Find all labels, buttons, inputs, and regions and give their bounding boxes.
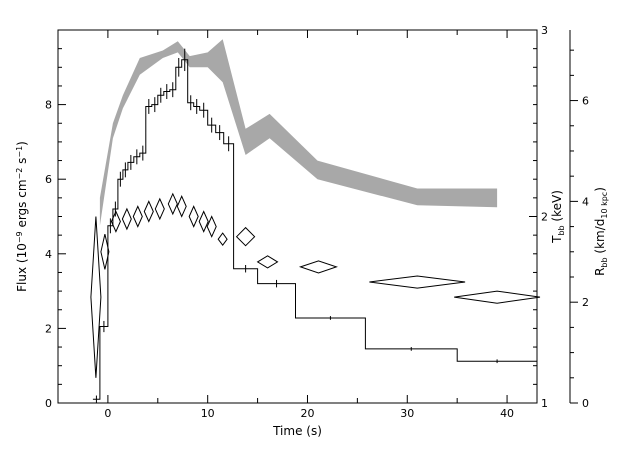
radius-diamond (198, 210, 209, 233)
x-tick-label: 20 (300, 407, 314, 420)
y-right2-tick-label: 2 (582, 296, 589, 309)
radius-diamond (454, 290, 541, 304)
temperature-band (99, 39, 498, 226)
flux-label-text-3: s (15, 158, 29, 168)
y-left-tick-label: 6 (45, 173, 52, 186)
flux-label-text: Flux (10 (15, 243, 29, 292)
tbb-label-T: T (550, 235, 564, 244)
flux-step-line (92, 59, 537, 400)
temperature-band-layer (99, 39, 498, 226)
y-axis-label-radius: Rbb (km/d10 kpc) (593, 187, 609, 276)
y-right1-tick-label: 3 (541, 24, 548, 37)
radius-diamond (235, 226, 256, 247)
flux-label-exp-2: −2 (15, 168, 24, 180)
tbb-label-sub: bb (557, 225, 566, 235)
x-tick-label: 10 (201, 407, 215, 420)
radius-diamond (176, 195, 187, 218)
radius-diamond (167, 192, 178, 216)
rbb-label-sub: bb (600, 257, 609, 267)
radius-diamond (256, 255, 279, 269)
radius-diamond (121, 207, 132, 231)
y-right1-tick-label: 1 (541, 397, 548, 410)
radius-diamond (188, 205, 199, 228)
flux-label-exp: −9 (15, 231, 24, 243)
rbb-label-close: ) (593, 187, 607, 192)
y-right2-tick-label: 0 (582, 397, 589, 410)
rbb-label-sub2: 10 kpc (600, 192, 609, 219)
y-right1-tick-label: 2 (541, 211, 548, 224)
y-left-tick-label: 2 (45, 322, 52, 335)
radius-diamond (100, 233, 110, 270)
y-axis-label-temperature: Tbb (keV) (550, 190, 566, 244)
x-tick-label: 30 (400, 407, 414, 420)
rbb-label-R: R (593, 268, 607, 276)
radius-diamond (132, 205, 143, 228)
radius-diamond (298, 260, 338, 274)
flux-step-layer (92, 48, 537, 403)
x-axis-label: Time (s) (272, 424, 322, 438)
radius-diamond (154, 197, 165, 221)
flux-label-text-4: ) (15, 141, 29, 146)
x-tick-label: 0 (104, 407, 111, 420)
flux-label-text-2: ergs cm (15, 179, 29, 231)
rbb-label-unit: (km/d (593, 219, 607, 258)
radius-diamond (143, 200, 154, 223)
flux-label-exp-3: −1 (15, 146, 24, 158)
y-left-tick-label: 8 (45, 99, 52, 112)
x-tick-label: 40 (500, 407, 514, 420)
radius-diamond (90, 216, 102, 378)
radius-diamond (369, 275, 466, 289)
y-right2-tick-label: 6 (582, 95, 589, 108)
y-right2-tick-label: 4 (582, 195, 589, 208)
y-axis-label-flux: Flux (10−9 ergs cm−2 s−1) (15, 141, 29, 292)
radius-diamond (217, 232, 228, 247)
y-left-tick-label: 4 (45, 248, 52, 261)
tbb-label-unit: (keV) (550, 190, 564, 225)
y-left-tick-label: 0 (45, 397, 52, 410)
radius-diamond (110, 210, 121, 233)
radius-diamond-layer (90, 192, 541, 378)
radius-diamond (206, 215, 217, 238)
